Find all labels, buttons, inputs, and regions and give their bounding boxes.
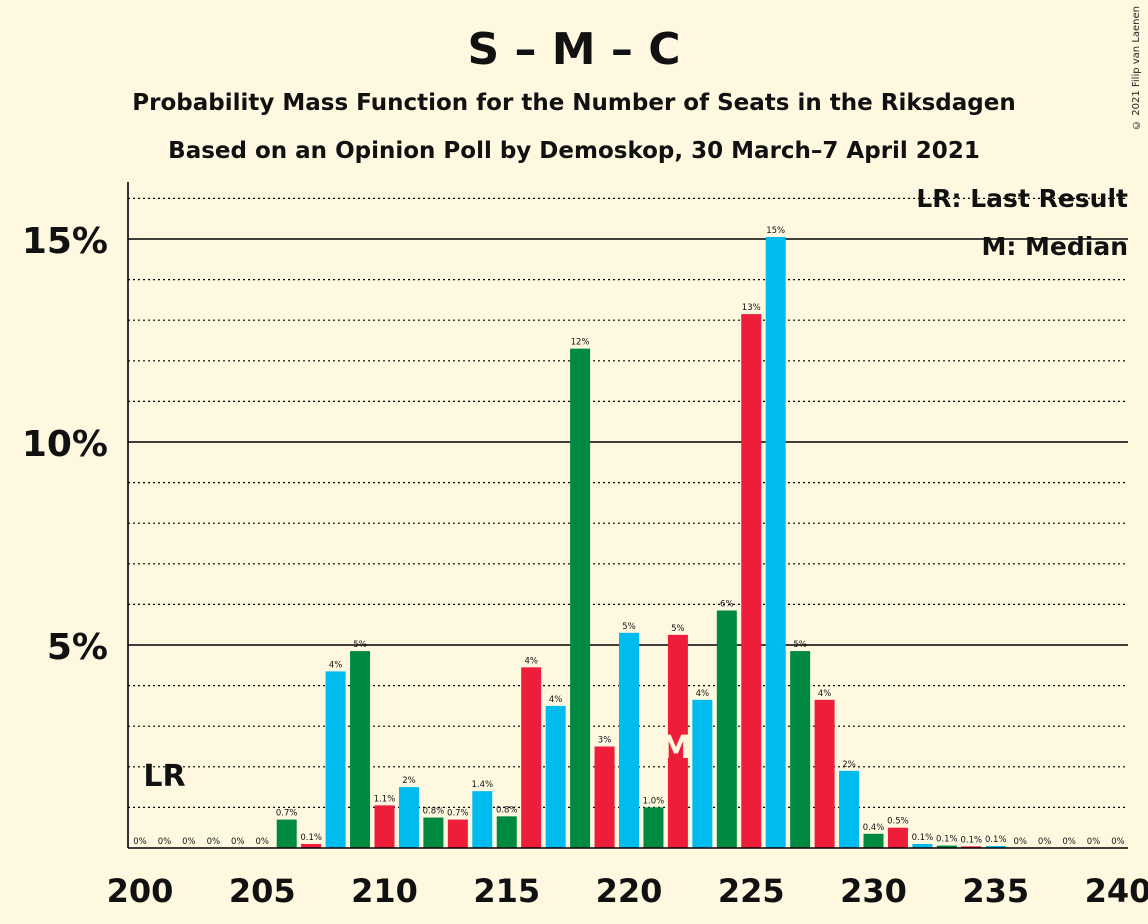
bar-seat-228 [814, 699, 835, 848]
legend-median: M: Median [981, 232, 1128, 261]
bar-value-label: 1.4% [471, 780, 493, 790]
bar-value-label: 0% [1111, 837, 1125, 847]
bar-seat-210 [374, 805, 395, 848]
bar-value-label: 4% [696, 689, 710, 699]
bar-value-label: 4% [524, 656, 538, 666]
bar-value-label: 0% [133, 837, 147, 847]
bar-value-label: 5% [671, 624, 685, 634]
x-tick-label: 225 [718, 872, 785, 910]
x-tick-label: 240 [1085, 872, 1148, 910]
bar-value-label: 1.0% [643, 796, 665, 806]
bar-seat-213 [447, 819, 468, 848]
bar-seat-231 [887, 827, 908, 848]
bar-value-label: 0% [1062, 837, 1076, 847]
chart-title: S – M – C [467, 24, 681, 75]
bar-value-label: 0.1% [960, 835, 982, 845]
bar-value-label: 0% [182, 837, 196, 847]
bar-value-label: 0% [1013, 837, 1027, 847]
x-tick-label: 220 [596, 872, 663, 910]
y-tick-label: 15% [22, 221, 108, 262]
bar-seat-214 [472, 791, 493, 848]
bar-seat-235 [985, 845, 1006, 848]
bar-value-label: 0.1% [912, 833, 934, 843]
y-tick-label: 5% [47, 627, 108, 668]
bar-value-label: 4% [549, 695, 563, 705]
x-tick-label: 205 [229, 872, 296, 910]
bar-value-label: 0% [207, 837, 221, 847]
bar-value-label: 4% [329, 660, 343, 670]
x-tick-label: 200 [107, 872, 174, 910]
bar-seat-224 [716, 610, 737, 848]
bar-value-label: 0.4% [863, 823, 885, 833]
legend-last-result: LR: Last Result [916, 184, 1128, 213]
bar-seat-226 [765, 236, 786, 849]
x-tick-label: 215 [473, 872, 540, 910]
bar-seat-232 [912, 843, 933, 848]
chart-subtitle: Probability Mass Function for the Number… [132, 90, 1016, 116]
last-result-marker: LR [143, 759, 185, 794]
bar-seat-218 [570, 348, 591, 848]
bar-seat-233 [936, 845, 957, 848]
bar-value-label: 2% [842, 760, 856, 770]
bar-value-label: 2% [402, 776, 416, 786]
bar-seat-227 [790, 651, 811, 848]
bar-seat-217 [545, 705, 566, 848]
bar-value-label: 0% [1087, 837, 1101, 847]
bar-value-label: 0% [256, 837, 270, 847]
x-tick-label: 210 [351, 872, 418, 910]
bar-value-label: 13% [742, 303, 761, 313]
y-tick-label: 10% [22, 424, 108, 465]
bar-seat-209 [350, 651, 371, 848]
bar-seat-206 [276, 819, 297, 848]
bar-seat-230 [863, 833, 884, 848]
bar-value-label: 0.5% [887, 817, 909, 827]
bar-value-label: 0.8% [423, 807, 445, 817]
bar-value-label: 12% [571, 338, 590, 348]
bar-value-label: 0.1% [300, 833, 322, 843]
bar-seat-212 [423, 817, 444, 848]
median-marker: M [660, 728, 692, 766]
bar-value-label: 0.7% [447, 809, 469, 819]
bar-value-label: 5% [793, 640, 807, 650]
x-tick-label: 235 [962, 872, 1029, 910]
bar-seat-216 [521, 667, 542, 848]
bar-value-label: 5% [353, 640, 367, 650]
x-tick-label: 230 [840, 872, 907, 910]
bar-seat-225 [741, 314, 762, 848]
bar-value-label: 0.1% [936, 835, 958, 845]
bar-value-label: 4% [818, 689, 832, 699]
bar-value-label: 0% [1038, 837, 1052, 847]
bar-value-label: 6% [720, 599, 734, 609]
bar-seat-220 [619, 632, 639, 848]
bar-seat-208 [325, 671, 346, 848]
bar-value-label: 0.8% [496, 805, 518, 815]
bar-seat-219 [594, 746, 615, 848]
bar-seat-234 [961, 846, 982, 848]
bar-value-label: 0.7% [276, 809, 298, 819]
bar-seat-221 [643, 807, 664, 848]
bar-value-label: 15% [766, 226, 785, 236]
bar-seat-229 [839, 770, 860, 848]
bar-value-label: 0% [231, 837, 245, 847]
bar-value-label: 1.1% [374, 794, 396, 804]
bar-seat-222 [667, 634, 688, 848]
bar-seat-223 [692, 699, 713, 848]
bar-seat-215 [496, 816, 517, 848]
bar-seat-207 [301, 843, 322, 848]
bar-value-label: 3% [598, 736, 612, 746]
bar-value-label: 0.1% [985, 835, 1007, 845]
bar-value-label: 0% [158, 837, 172, 847]
chart-subtitle-source: Based on an Opinion Poll by Demoskop, 30… [168, 138, 980, 164]
bar-value-label: 5% [622, 622, 636, 632]
bar-seat-211 [398, 787, 419, 848]
